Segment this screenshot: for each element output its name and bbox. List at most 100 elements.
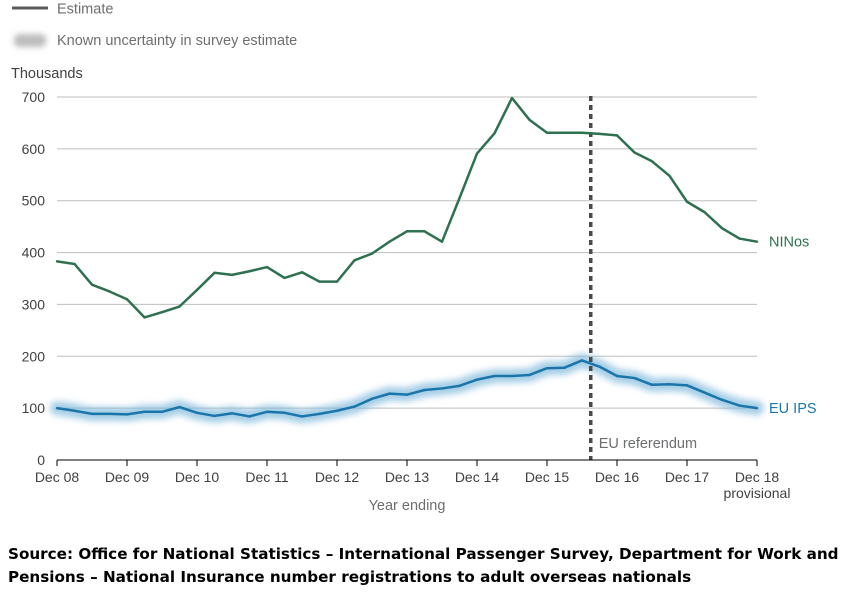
- data-point: [55, 260, 59, 263]
- data-point: [703, 210, 706, 214]
- data-point: [318, 412, 321, 416]
- data-point: [650, 383, 654, 387]
- data-point: [528, 373, 531, 377]
- data-point: [195, 411, 199, 415]
- data-point: [598, 365, 601, 368]
- y-tick-label: 700: [22, 89, 46, 105]
- data-point: [160, 410, 164, 413]
- data-point: [563, 366, 566, 369]
- data-point: [580, 359, 584, 362]
- data-point: [458, 384, 461, 388]
- data-point: [90, 412, 94, 416]
- data-point: [720, 226, 724, 230]
- data-point: [440, 387, 444, 390]
- data-point: [475, 152, 479, 155]
- data-point: [125, 298, 129, 301]
- annotation-layer: EU referendum: [589, 96, 697, 460]
- data-point: [265, 265, 269, 269]
- data-point: [738, 237, 741, 240]
- data-point: [493, 132, 496, 135]
- x-tick-label: Dec 09: [105, 469, 150, 485]
- source-note: Source: Office for National Statistics –…: [8, 545, 839, 586]
- data-point: [510, 374, 514, 378]
- data-point: [370, 252, 374, 255]
- data-point: [195, 288, 199, 292]
- data-point: [213, 414, 216, 418]
- data-point: [720, 398, 724, 402]
- x-axis-ticks: Dec 08 Dec 09 Dec 10 Dec 11 Dec 12 Dec 13 Dec …: [35, 460, 791, 501]
- data-point: [388, 392, 391, 395]
- y-tick-label: 400: [22, 245, 46, 261]
- data-point: [108, 412, 111, 416]
- data-point: [213, 271, 216, 274]
- data-point: [685, 200, 689, 203]
- data-point: [335, 280, 339, 283]
- legend-label-estimate: Estimate: [57, 2, 113, 18]
- data-point: [545, 131, 549, 134]
- x-tick-label: Dec 14: [455, 469, 500, 485]
- data-point: [493, 374, 496, 378]
- y-axis-title: Thousands: [11, 66, 83, 82]
- legend-item-estimate: Estimate: [12, 2, 113, 18]
- y-tick-label: 500: [22, 193, 46, 209]
- data-point: [55, 406, 59, 410]
- data-point: [580, 131, 584, 134]
- data-point: [73, 409, 76, 412]
- data-point: [283, 411, 286, 415]
- data-point: [248, 270, 251, 273]
- data-point: [160, 311, 164, 314]
- data-point: [125, 413, 129, 416]
- data-point: [528, 118, 531, 122]
- data-point: [615, 374, 619, 378]
- data-point: [143, 316, 146, 319]
- data-point: [668, 174, 671, 178]
- y-tick-label: 100: [22, 400, 46, 416]
- data-point: [388, 240, 391, 243]
- data-point: [440, 240, 444, 243]
- data-point: [423, 388, 426, 392]
- data-point: [178, 305, 181, 308]
- data-point: [668, 383, 671, 386]
- x-axis-title: Year ending: [369, 498, 446, 514]
- x-tick-label: Dec 18: [735, 469, 780, 485]
- data-point: [300, 271, 304, 274]
- y-tick-label: 200: [22, 348, 46, 364]
- data-point: [353, 405, 356, 408]
- y-tick-label: 600: [22, 141, 46, 157]
- data-point: [755, 406, 759, 410]
- data-point: [405, 393, 409, 396]
- x-tick-sublabel: provisional: [724, 485, 791, 501]
- data-point: [143, 410, 146, 413]
- series-label: EU IPS: [769, 401, 817, 417]
- data-point: [265, 410, 269, 413]
- y-tick-label: 0: [37, 452, 45, 468]
- x-tick-label: Dec 10: [175, 469, 220, 485]
- data-point: [615, 134, 619, 137]
- legend-blur-swatch: [14, 34, 46, 47]
- data-point: [230, 412, 234, 415]
- x-tick-label: Dec 08: [35, 469, 80, 485]
- data-point: [283, 276, 286, 280]
- data-point: [738, 404, 741, 407]
- legend: Estimate Known uncertainty in survey est…: [12, 2, 297, 49]
- x-tick-label: Dec 11: [245, 469, 289, 485]
- data-point: [633, 151, 636, 154]
- line-chart: Estimate Known uncertainty in survey est…: [11, 2, 817, 515]
- series-lines: [55, 96, 759, 418]
- data-point: [423, 230, 426, 233]
- data-point: [108, 290, 111, 293]
- data-point: [353, 259, 356, 262]
- data-point: [73, 262, 76, 266]
- data-point: [650, 160, 654, 163]
- data-point: [545, 367, 549, 370]
- data-point: [178, 405, 181, 409]
- data-point: [405, 230, 409, 233]
- data-point: [370, 397, 374, 401]
- data-point: [598, 132, 601, 136]
- series-line-ninos: [56, 96, 758, 319]
- x-tick-label: Dec 13: [385, 469, 430, 485]
- data-point: [318, 280, 321, 283]
- x-tick-label: Dec 12: [315, 469, 360, 485]
- legend-label-uncertainty: Known uncertainty in survey estimate: [57, 33, 297, 49]
- gridlines: [57, 96, 757, 409]
